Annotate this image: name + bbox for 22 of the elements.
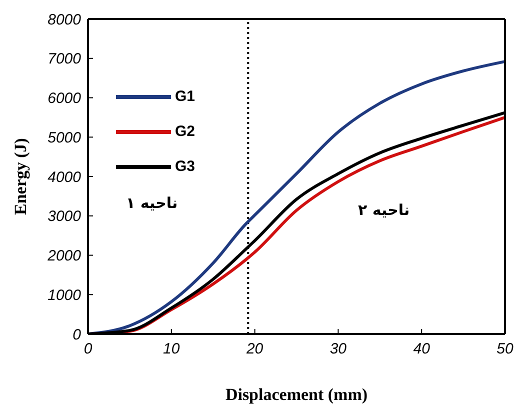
x-tick-label: 40 [413,340,431,358]
y-tick-label: 2000 [46,248,82,265]
y-tick-label: 4000 [48,168,82,186]
y-tick-label: 6000 [48,90,82,108]
x-axis-title: Displacement (mm) [225,385,368,404]
y-axis-title: Energy (J) [11,138,30,215]
x-tick-label: 50 [496,340,514,358]
legend-label: G3 [175,158,196,175]
y-tick-label: 5000 [48,129,82,146]
y-tick-label: 8000 [48,11,82,28]
y-tick-label: 7000 [48,50,82,68]
y-tick-label: 0 [72,326,82,344]
y-tick-label: 1000 [48,286,82,304]
y-tick-label: 3000 [48,208,82,226]
x-tick-label: 0 [84,340,93,358]
x-tick-label: 30 [330,340,348,358]
annotation: ناحیه ۲ [358,201,410,219]
x-tick-label: 10 [163,340,180,358]
legend-label: G1 [175,88,196,105]
legend-label: G2 [175,123,196,140]
x-tick-label: 20 [245,340,264,358]
annotation: ناحیه ۱ [126,194,178,212]
